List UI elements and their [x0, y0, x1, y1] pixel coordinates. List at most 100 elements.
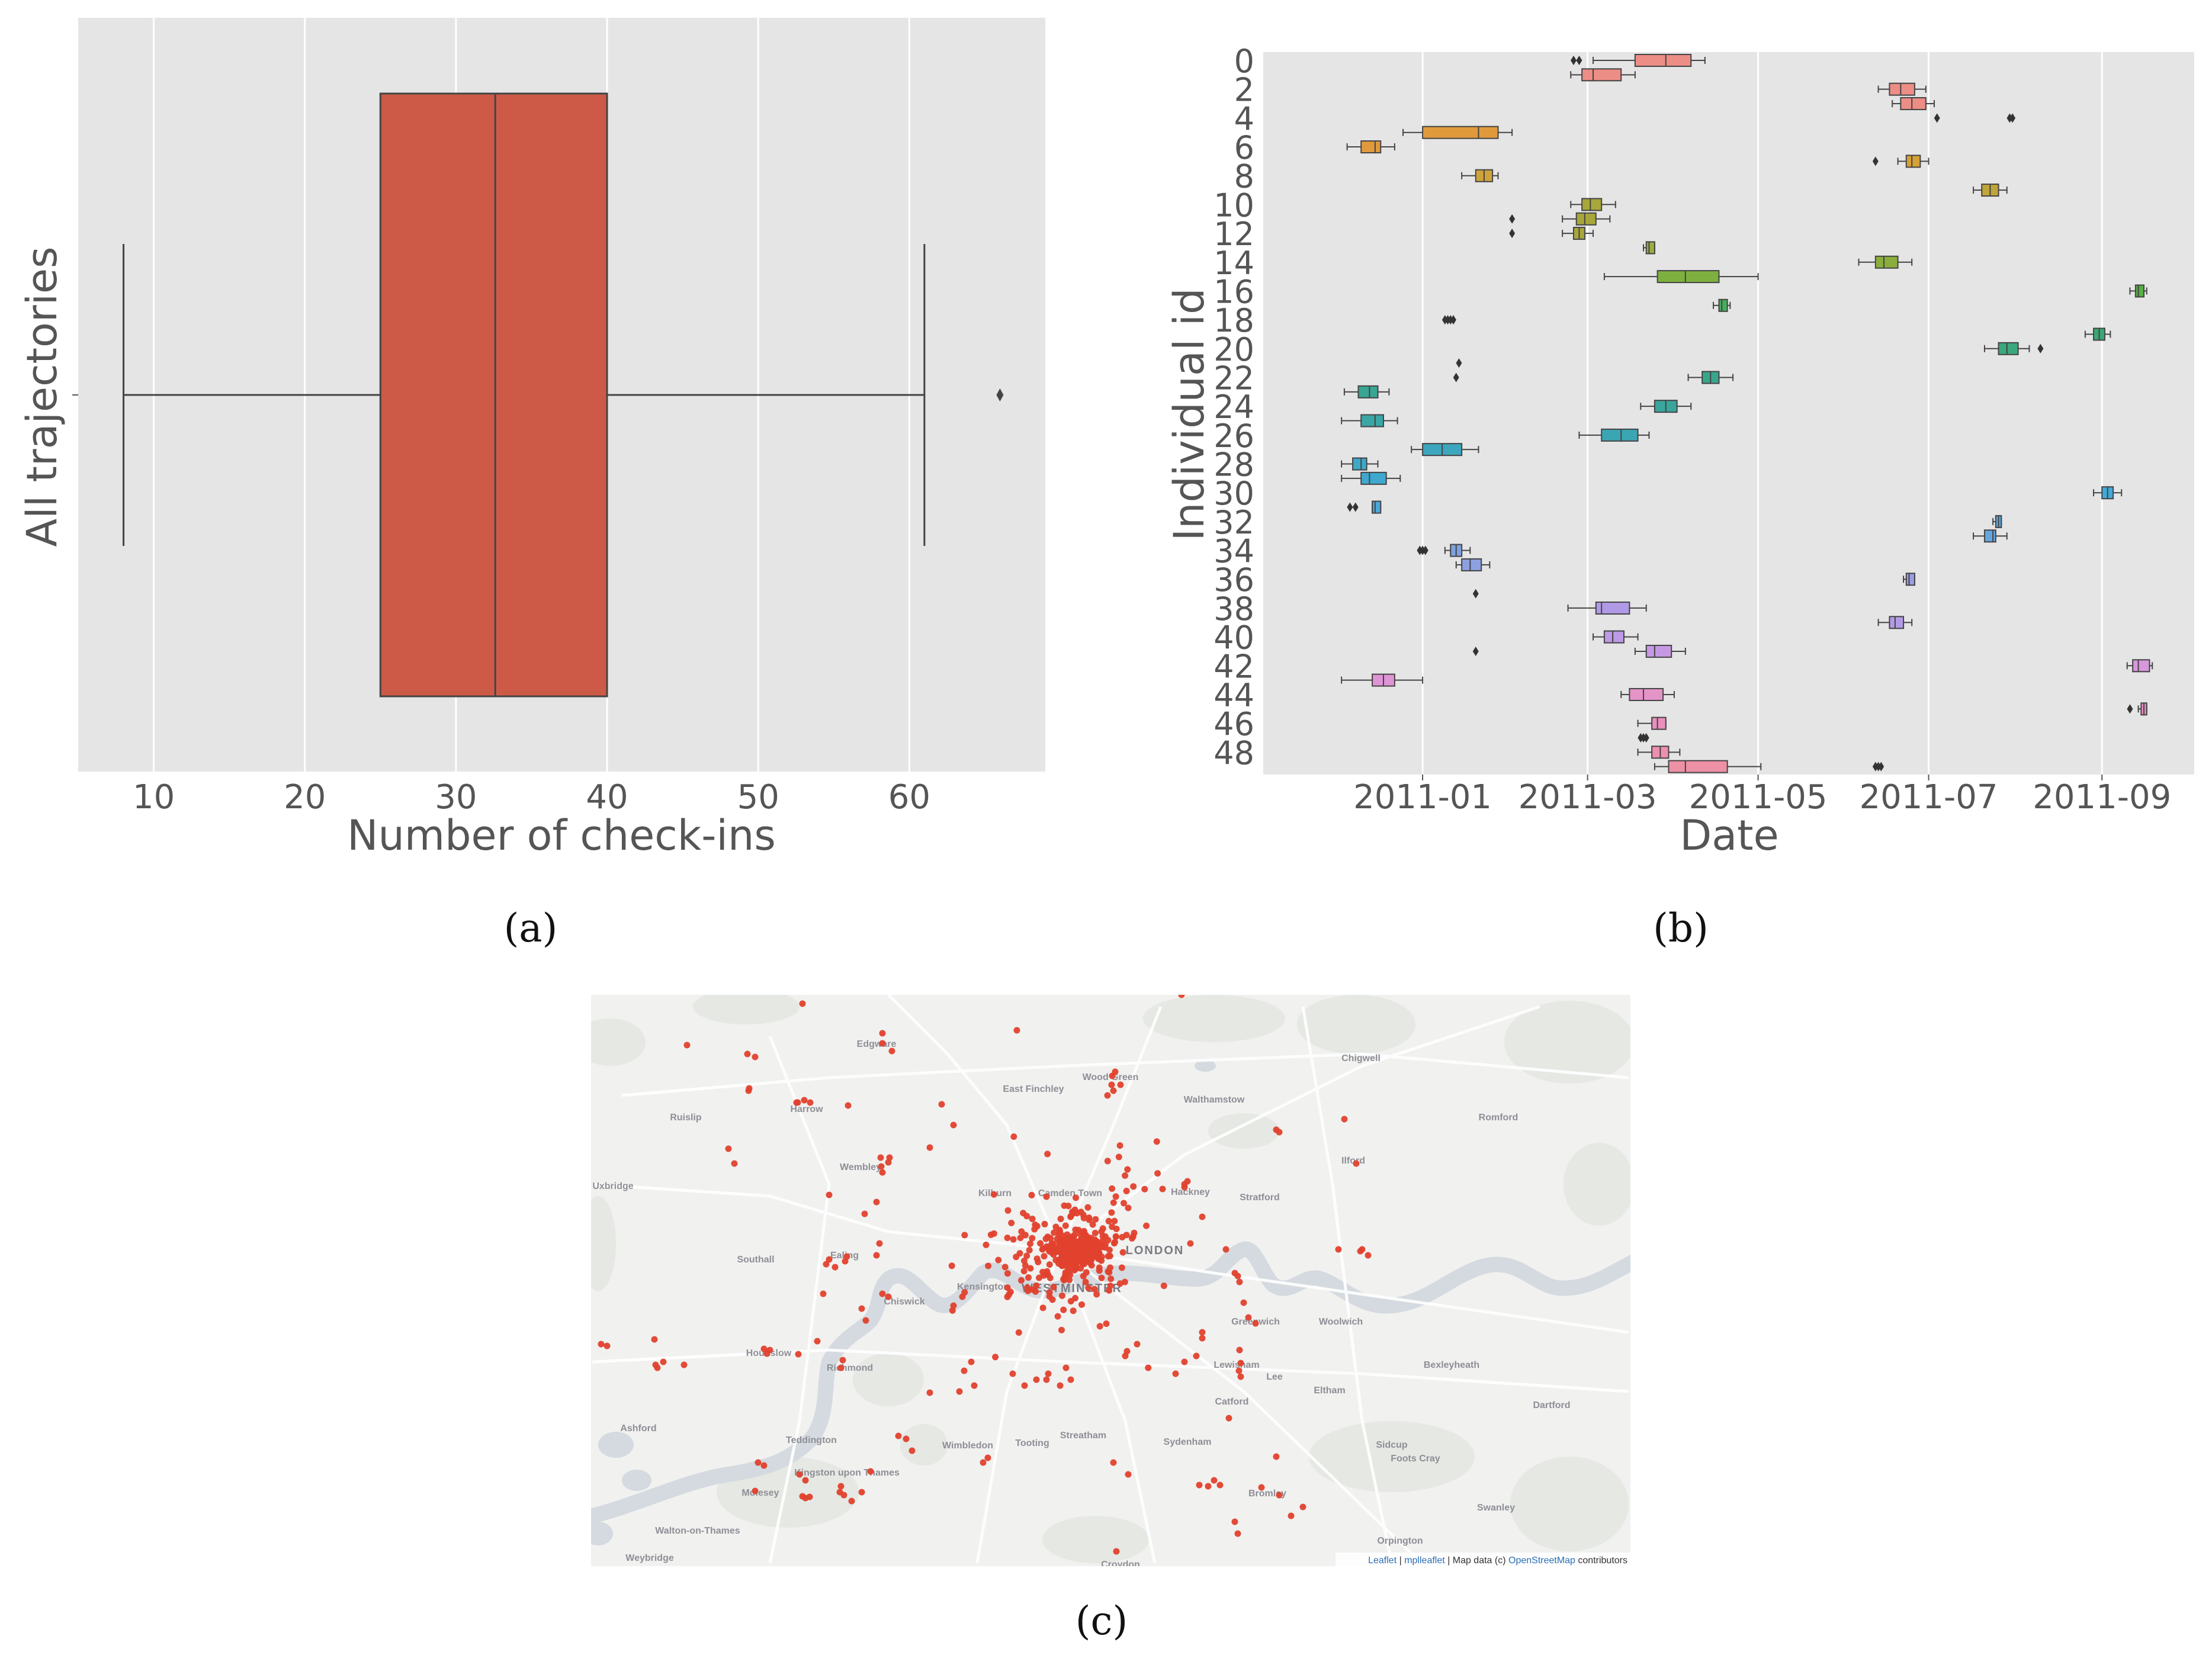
chart-b-y-tick-label: 32	[1213, 504, 1254, 541]
map-checkin-point	[1084, 1204, 1091, 1211]
chart-b-y-tick-label: 28	[1213, 446, 1254, 484]
map-checkin-point	[1054, 1236, 1061, 1243]
map-place-label: Tooting	[1015, 1438, 1049, 1448]
map-checkin-point	[814, 1338, 821, 1345]
attribution-mplleaflet-link[interactable]: mplleaflet	[1404, 1556, 1445, 1566]
panel-label-a: (a)	[504, 905, 558, 951]
map-checkin-point	[956, 1388, 963, 1395]
map-checkin-point	[987, 1231, 994, 1238]
map-checkin-point	[926, 1389, 933, 1396]
map-checkin-point	[845, 1102, 852, 1109]
map-checkin-point	[1107, 1264, 1113, 1271]
chart-b-outlier	[1643, 732, 1649, 743]
map-checkin-point	[879, 1040, 886, 1047]
map-checkin-point	[1216, 1482, 1224, 1489]
map-checkin-point	[744, 1050, 751, 1058]
map-checkin-point	[1027, 1241, 1033, 1247]
panel-label-b: (b)	[1653, 905, 1709, 951]
attribution-leaflet-link[interactable]: Leaflet	[1368, 1556, 1397, 1566]
map-checkin-point	[763, 1350, 770, 1357]
chart-b-x-ticks: 2011-01 2011-03 2011-05 2011-07 2011-09	[1353, 775, 2171, 817]
map-checkin-point	[1353, 1160, 1360, 1167]
map-checkin-point	[862, 1317, 869, 1324]
map-checkin-point	[1078, 1235, 1085, 1242]
chart-b-box	[1900, 97, 1927, 111]
map-checkin-point	[926, 1144, 933, 1151]
map-checkin-point	[731, 1160, 738, 1167]
map-checkin-point	[1041, 1253, 1048, 1259]
chart-b-grid	[1421, 52, 2103, 775]
map-checkin-point	[1193, 1352, 1200, 1360]
chart-b-box	[1581, 68, 1622, 82]
map-place-label: Teddington	[786, 1435, 837, 1445]
chart-b-outlier	[2037, 343, 2044, 354]
map-checkin-point	[1055, 1260, 1062, 1267]
map-place-label: Orpington	[1377, 1536, 1423, 1546]
map-checkin-point	[1273, 1453, 1280, 1460]
map-checkin-point	[1041, 1220, 1048, 1227]
map-checkin-point	[1096, 1267, 1103, 1274]
map-checkin-point	[1083, 1269, 1090, 1276]
map-checkin-point	[1245, 1314, 1252, 1321]
map-checkin-point	[1017, 1235, 1024, 1241]
map-checkin-point	[1288, 1512, 1295, 1519]
chart-b-y-tick-label: 12	[1213, 216, 1254, 253]
map-checkin-point	[1205, 1483, 1212, 1490]
map-checkin-point	[1108, 1081, 1115, 1088]
map-checkin-point	[1118, 1264, 1125, 1271]
map-place-label: Romford	[1479, 1113, 1518, 1123]
map-checkin-point	[1110, 1459, 1117, 1466]
map-checkin-point	[1130, 1183, 1137, 1190]
map-checkin-point	[1237, 1373, 1244, 1380]
map-checkin-points	[598, 995, 1372, 1555]
chart-a-x-tick-label: 30	[435, 778, 477, 817]
chart-a-outlier	[996, 388, 1004, 401]
chart-b-outlier	[1934, 113, 1940, 123]
chart-b-box	[1718, 298, 1728, 312]
map-checkin-point	[984, 1454, 991, 1461]
map-checkin-point	[1121, 1200, 1127, 1207]
attribution-osm-link[interactable]: OpenStreetMap	[1508, 1556, 1575, 1566]
map-checkin-point	[683, 1042, 691, 1049]
map-place-label: Weybridge	[625, 1553, 674, 1563]
map-checkin-point	[1357, 1248, 1364, 1255]
map-checkin-point	[1072, 1226, 1079, 1233]
map-checkin-point	[1225, 1415, 1232, 1422]
map-checkin-point	[1104, 1158, 1111, 1165]
chart-b-box	[2134, 284, 2145, 298]
map-checkin-point	[1091, 1286, 1098, 1293]
map-place-label: Wembley	[840, 1162, 881, 1172]
chart-b-y-tick-label: 24	[1213, 388, 1254, 426]
map-checkin-point	[1111, 1217, 1118, 1225]
map-checkin-point	[1089, 1221, 1096, 1228]
map-checkin-point	[950, 1121, 957, 1129]
map-checkin-point	[1039, 1245, 1046, 1252]
map-place-label: Edgware	[857, 1039, 897, 1049]
map-checkin-point	[1099, 1238, 1106, 1245]
map-checkin-point	[820, 1290, 827, 1297]
map-checkin-point	[858, 1489, 865, 1496]
map-checkin-point	[1071, 1250, 1077, 1257]
map-checkin-point	[1066, 1277, 1073, 1283]
map-checkin-point	[1112, 1193, 1119, 1200]
map-place-label: Streatham	[1060, 1431, 1106, 1441]
chart-b-y-tick-label: 30	[1213, 475, 1254, 512]
map-checkin-point	[1052, 1223, 1060, 1230]
map-checkin-point	[1058, 1240, 1065, 1247]
map-checkin-point	[1058, 1292, 1065, 1299]
map-checkin-point	[1107, 1275, 1115, 1283]
map-checkin-point	[1199, 1213, 1206, 1220]
map-checkin-point	[1043, 1193, 1050, 1200]
map-checkin-point	[895, 1432, 902, 1439]
map-checkin-point	[1105, 1217, 1112, 1225]
map-checkin-point	[1160, 1283, 1167, 1289]
chart-b-y-tick-label: 4	[1234, 100, 1254, 137]
chart-b-box	[1889, 82, 1915, 96]
map-place-label: Chiswick	[884, 1297, 924, 1307]
map-checkin-point	[1335, 1246, 1342, 1253]
map-checkin-point	[1109, 1223, 1116, 1230]
map-checkin-point	[1057, 1246, 1064, 1253]
chart-b-y-tick-label: 34	[1213, 533, 1254, 570]
map-checkin-point	[1062, 1222, 1069, 1229]
map-checkin-point	[1105, 1236, 1112, 1243]
